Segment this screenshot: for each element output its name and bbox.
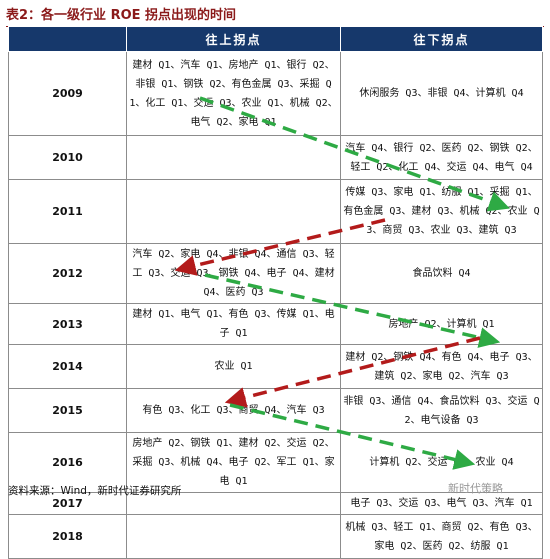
down-cell: 房地产 Q2、计算机 Q1 — [340, 303, 543, 345]
year-cell: 2010 — [8, 135, 127, 180]
down-cell: 电子 Q3、交运 Q3、电气 Q3、汽车 Q1 — [340, 492, 543, 515]
table-row: 2013 建材 Q1、电气 Q1、有色 Q3、传媒 Q1、电子 Q1 房地产 Q… — [8, 303, 543, 345]
down-cell: 机械 Q3、轻工 Q1、商贸 Q2、有色 Q3、家电 Q2、医药 Q2、纺服 Q… — [340, 514, 543, 559]
year-cell: 2014 — [8, 344, 127, 389]
table-row: 2015 有色 Q3、化工 Q3、商贸 Q4、汽车 Q3 非银 Q3、通信 Q4… — [8, 388, 543, 433]
up-cell: 建材 Q1、汽车 Q1、房地产 Q1、银行 Q2、非银 Q1、钢铁 Q2、有色金… — [126, 51, 341, 136]
up-cell — [126, 514, 341, 559]
down-cell: 汽车 Q4、银行 Q2、医药 Q2、钢铁 Q2、轻工 Q2、化工 Q4、交运 Q… — [340, 135, 543, 180]
table-row: 2012 汽车 Q2、家电 Q4、非银 Q4、通信 Q3、轻工 Q3、交运 Q3… — [8, 243, 543, 304]
up-cell — [126, 135, 341, 180]
year-cell: 2009 — [8, 51, 127, 136]
table-row: 2009 建材 Q1、汽车 Q1、房地产 Q1、银行 Q2、非银 Q1、钢铁 Q… — [8, 51, 543, 136]
down-cell: 传媒 Q3、家电 Q1、纺服 Q1、采掘 Q1、有色金属 Q3、建材 Q3、机械… — [340, 179, 543, 244]
header-row: 往上拐点 往下拐点 — [8, 26, 543, 52]
down-cell: 非银 Q3、通信 Q4、食品饮料 Q3、交运 Q2、电气设备 Q3 — [340, 388, 543, 433]
up-cell: 汽车 Q2、家电 Q4、非银 Q4、通信 Q3、轻工 Q3、交运 Q3、钢铁 Q… — [126, 243, 341, 304]
watermark: 新时代策略 — [448, 482, 503, 495]
table-title: 表2：各一级行业 ROE 拐点出现的时间 — [6, 4, 544, 27]
table-row: 2014 农业 Q1 建材 Q2、钢铁 Q4、有色 Q4、电子 Q3、建筑 Q2… — [8, 344, 543, 389]
year-cell: 2016 — [8, 432, 127, 493]
header-up: 往上拐点 — [126, 26, 341, 52]
table-row: 2011 传媒 Q3、家电 Q1、纺服 Q1、采掘 Q1、有色金属 Q3、建材 … — [8, 179, 543, 244]
year-cell: 2015 — [8, 388, 127, 433]
up-cell — [126, 179, 341, 244]
up-cell: 农业 Q1 — [126, 344, 341, 389]
up-cell: 建材 Q1、电气 Q1、有色 Q3、传媒 Q1、电子 Q1 — [126, 303, 341, 345]
year-cell: 2013 — [8, 303, 127, 345]
down-cell: 食品饮料 Q4 — [340, 243, 543, 304]
year-cell: 2018 — [8, 514, 127, 559]
down-cell: 建材 Q2、钢铁 Q4、有色 Q4、电子 Q3、建筑 Q2、家电 Q2、汽车 Q… — [340, 344, 543, 389]
header-down: 往下拐点 — [340, 26, 543, 52]
down-cell: 计算机 Q2、交运 Q3、农业 Q4 — [340, 432, 543, 493]
year-cell: 2012 — [8, 243, 127, 304]
down-cell: 休闲服务 Q3、非银 Q4、计算机 Q4 — [340, 51, 543, 136]
year-cell: 2011 — [8, 179, 127, 244]
header-year — [8, 26, 127, 52]
table-row: 2010 汽车 Q4、银行 Q2、医药 Q2、钢铁 Q2、轻工 Q2、化工 Q4… — [8, 135, 543, 180]
table-row: 2018 机械 Q3、轻工 Q1、商贸 Q2、有色 Q3、家电 Q2、医药 Q2… — [8, 514, 543, 559]
source-note: 资料来源：Wind，新时代证券研究所 — [8, 485, 182, 497]
up-cell: 有色 Q3、化工 Q3、商贸 Q4、汽车 Q3 — [126, 388, 341, 433]
